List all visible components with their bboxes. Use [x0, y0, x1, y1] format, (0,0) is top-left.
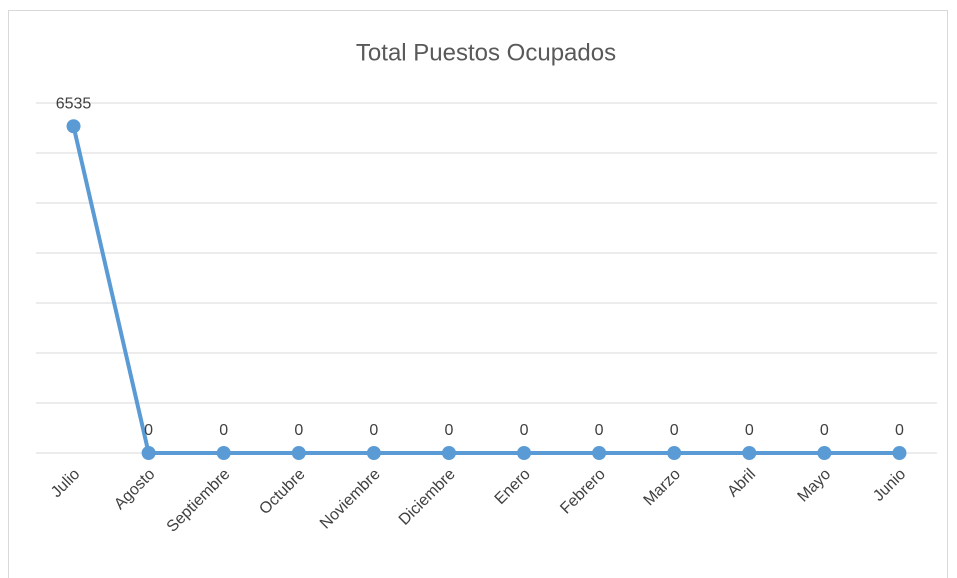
data-label: 0 — [895, 422, 904, 439]
data-label: 6535 — [56, 95, 92, 112]
marker — [291, 446, 306, 460]
chart-title: Total Puestos Ocupados — [356, 39, 616, 66]
data-label: 0 — [369, 422, 378, 439]
data-label: 0 — [520, 422, 529, 439]
data-label: 0 — [820, 422, 829, 439]
data-label: 0 — [219, 422, 228, 439]
data-label: 0 — [445, 422, 454, 439]
line — [71, 125, 900, 455]
marker — [66, 119, 81, 134]
marker — [892, 446, 907, 460]
marker — [141, 446, 156, 460]
data-label: 0 — [595, 422, 604, 439]
marker — [667, 446, 682, 460]
marker — [366, 446, 381, 460]
marker — [817, 446, 832, 460]
data-label: 0 — [670, 422, 679, 439]
marker — [592, 446, 607, 460]
data-label: 0 — [745, 422, 754, 439]
marker — [441, 446, 456, 460]
marker — [742, 446, 757, 460]
marker — [216, 446, 231, 460]
chart-frame — [8, 10, 948, 578]
marker — [517, 446, 532, 460]
data-label: 0 — [294, 422, 303, 439]
data-label: 0 — [144, 422, 153, 439]
